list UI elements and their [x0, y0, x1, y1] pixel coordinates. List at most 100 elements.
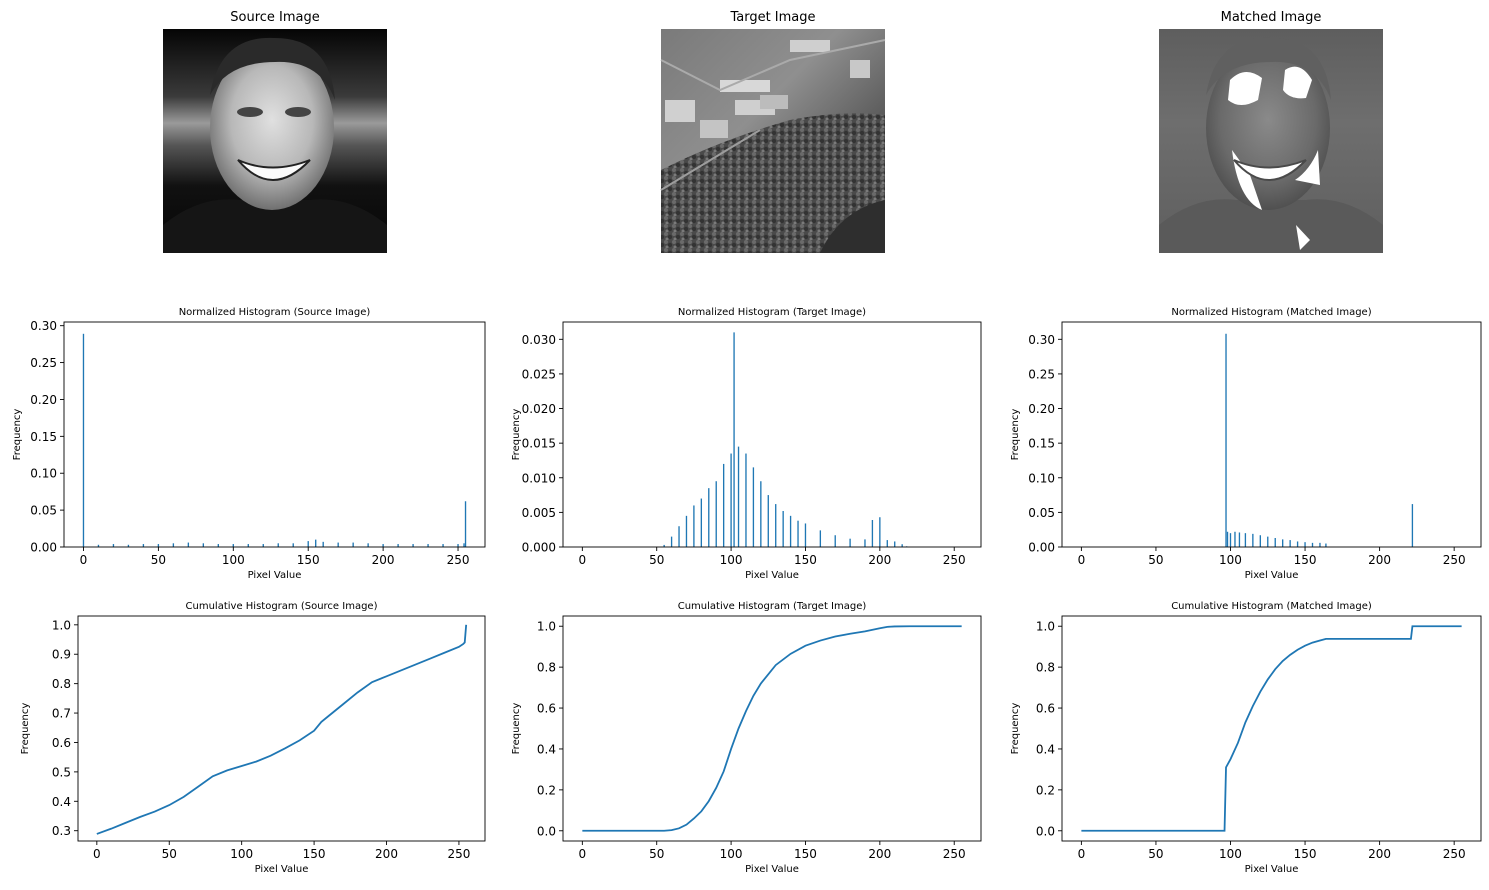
x-tick-label: 100 — [720, 847, 743, 861]
axes-frame — [1061, 615, 1482, 842]
y-axis-label: Frequency — [12, 409, 23, 461]
axes-frame — [562, 321, 982, 548]
x-tick-label: 250 — [943, 847, 966, 861]
x-axis-label: Pixel Value — [255, 864, 309, 875]
bar — [307, 541, 309, 547]
x-axis-label: Pixel Value — [1245, 864, 1299, 875]
y-tick-label: 1.0 — [1036, 620, 1055, 634]
x-tick-label: 150 — [1294, 553, 1317, 567]
y-axis-label: Frequency — [1010, 409, 1021, 461]
bar — [457, 544, 459, 547]
bar — [797, 520, 799, 547]
bar — [262, 544, 264, 547]
y-tick-label: 0.05 — [1028, 506, 1055, 520]
bar — [678, 526, 680, 547]
x-tick-label: 50 — [1148, 553, 1163, 567]
x-tick-label: 50 — [649, 553, 664, 567]
bar — [1411, 504, 1414, 547]
bar — [708, 488, 710, 547]
bar — [1267, 536, 1269, 547]
bar — [722, 463, 725, 547]
bar — [1274, 538, 1276, 547]
x-tick-label: 250 — [447, 553, 470, 567]
y-tick-label: 0.010 — [522, 471, 556, 485]
bar — [733, 332, 735, 547]
source-image-panel: Source Image — [163, 10, 387, 253]
bar — [232, 544, 234, 547]
y-tick-label: 0.00 — [30, 541, 57, 555]
bar — [97, 544, 100, 547]
y-tick-label: 1.0 — [52, 618, 71, 632]
y-tick-label: 0.30 — [30, 319, 57, 333]
x-tick-label: 50 — [1148, 847, 1163, 861]
bar — [886, 540, 888, 547]
bar — [1319, 542, 1321, 547]
y-tick-label: 0.15 — [30, 430, 57, 444]
bar — [901, 544, 903, 547]
bar — [172, 543, 175, 547]
source-image-title: Source Image — [230, 10, 320, 25]
bar — [789, 515, 792, 547]
y-tick-label: 0.005 — [522, 506, 556, 520]
x-axis-label: Pixel Value — [745, 864, 799, 875]
x-tick-label: 200 — [1368, 553, 1391, 567]
chart-6: Cumulative Histogram (Matched Image) 0 50 1… — [1010, 601, 1482, 875]
bar — [367, 543, 369, 547]
bar — [1296, 541, 1299, 547]
series-line — [1081, 625, 1462, 832]
y-tick-label: 0.00 — [1028, 541, 1055, 555]
y-axis-label: Frequency — [1010, 703, 1021, 755]
series-line — [582, 625, 962, 832]
x-tick-label: 200 — [868, 553, 891, 567]
x-tick-label: 100 — [720, 553, 743, 567]
chart-1: Normalized Histogram (Source Image) 0 50 10… — [12, 307, 486, 581]
charts: Normalized Histogram (Source Image) 0 50 10… — [12, 307, 1482, 875]
y-tick-label: 0.20 — [1028, 402, 1055, 416]
bar — [745, 453, 747, 547]
chart-2: Normalized Histogram (Target Image) 0 50 10… — [511, 307, 982, 581]
x-tick-label: 250 — [447, 847, 470, 861]
matched-image-panel: Matched Image — [1159, 10, 1383, 253]
bar — [767, 495, 769, 547]
y-tick-label: 0.8 — [1036, 661, 1055, 675]
y-tick-label: 0.8 — [537, 661, 556, 675]
x-tick-label: 150 — [794, 553, 817, 567]
bar — [804, 523, 807, 547]
axes-frame — [77, 615, 486, 842]
y-tick-label: 0.3 — [52, 824, 71, 838]
x-tick-label: 100 — [1219, 847, 1242, 861]
bar — [397, 544, 399, 547]
bar — [737, 446, 740, 547]
bar — [157, 544, 160, 547]
bar — [1289, 540, 1291, 547]
bar — [693, 505, 695, 547]
y-tick-label: 0.25 — [1028, 367, 1055, 381]
bar — [864, 539, 866, 547]
matched-image — [1159, 29, 1383, 253]
bar — [427, 544, 429, 547]
bar — [670, 536, 673, 547]
y-tick-label: 0.30 — [1028, 333, 1055, 347]
y-axis-label: Frequency — [20, 703, 31, 755]
chart-title: Cumulative Histogram (Matched Image) — [1171, 601, 1372, 612]
bar — [1311, 542, 1314, 547]
bar — [1229, 533, 1232, 547]
bar — [730, 453, 732, 547]
bar — [685, 515, 688, 547]
bar — [849, 538, 851, 547]
y-tick-label: 0.9 — [52, 648, 71, 662]
bar — [464, 501, 467, 547]
y-tick-label: 0.6 — [537, 702, 556, 716]
y-tick-label: 0.2 — [537, 783, 556, 797]
bar — [1252, 533, 1254, 547]
x-axis-label: Pixel Value — [745, 570, 799, 581]
matched-image-title: Matched Image — [1221, 10, 1322, 25]
bar — [1282, 539, 1284, 547]
x-tick-label: 150 — [297, 553, 320, 567]
y-tick-label: 0.10 — [30, 467, 57, 481]
source-image — [163, 29, 387, 253]
x-tick-label: 0 — [93, 847, 101, 861]
y-tick-label: 0.05 — [30, 504, 57, 518]
bar — [442, 544, 444, 547]
bar — [187, 542, 190, 547]
